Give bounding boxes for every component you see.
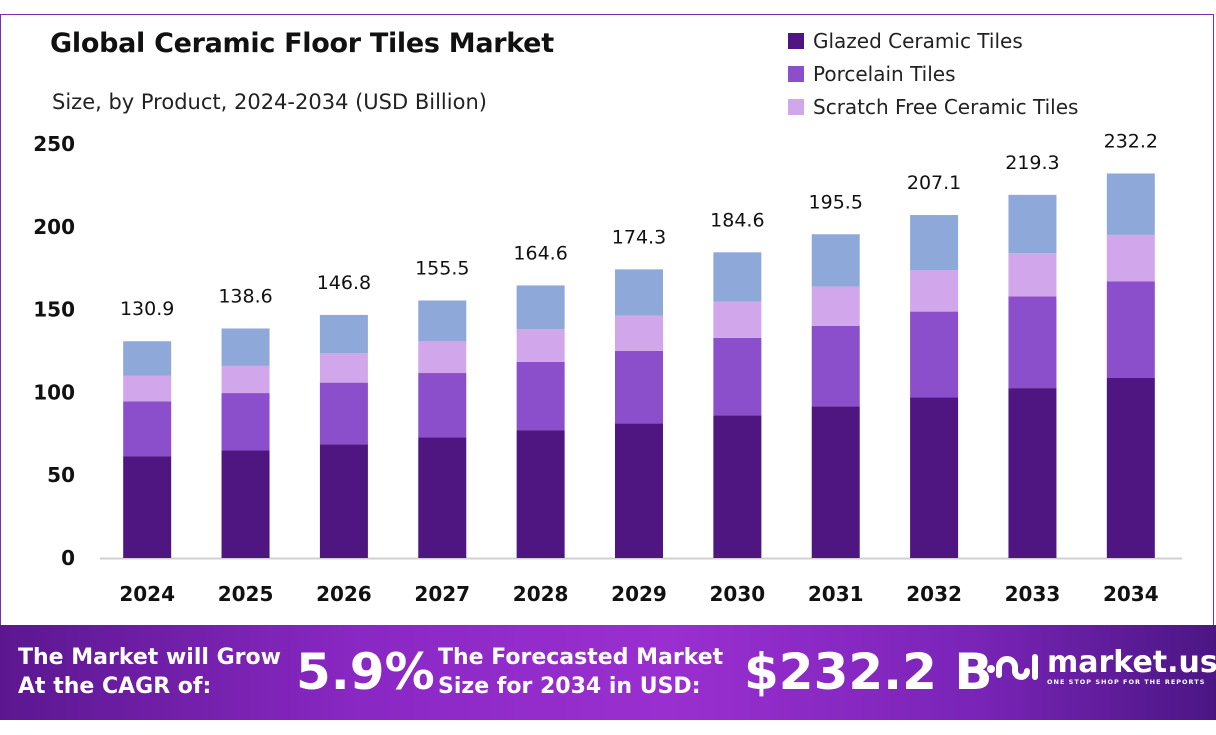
x-tick-label: 2030	[710, 582, 766, 606]
bar-segment-2026-0	[319, 444, 368, 558]
x-tick-label: 2025	[218, 582, 274, 606]
bar-segment-2033-1	[1008, 296, 1057, 389]
bar-segment-2025-2	[221, 365, 270, 394]
data-label-total: 184.6	[710, 209, 764, 231]
summary-banner: The Market will Grow At the CAGR of: 5.9…	[0, 625, 1216, 720]
bar-segment-2031-3	[811, 234, 860, 287]
x-tick-label: 2033	[1005, 582, 1061, 606]
bar-segment-2027-2	[418, 341, 467, 374]
x-tick-label: 2026	[316, 582, 372, 606]
bar-segment-2030-2	[713, 301, 762, 338]
legend-swatch	[788, 65, 804, 82]
bar-segment-2034-1	[1106, 281, 1155, 378]
cagr-value: 5.9%	[296, 643, 435, 701]
data-label-total: 207.1	[907, 172, 961, 194]
bar-segment-2028-2	[516, 329, 565, 362]
bar-segment-2031-1	[811, 325, 860, 407]
bar-segment-2032-0	[910, 397, 959, 558]
data-label-total: 138.6	[218, 285, 272, 307]
legend-item-porcelain: Porcelain Tiles	[788, 57, 1078, 90]
x-tick-label: 2034	[1103, 582, 1159, 606]
bar-segment-2029-0	[615, 423, 663, 558]
forecast-label-line2: Size for 2034 in USD:	[438, 674, 701, 699]
y-tick-label: 200	[33, 215, 75, 239]
bar-segment-2026-2	[319, 353, 368, 383]
bar-segment-2029-1	[615, 350, 663, 424]
y-tick-label: 250	[33, 132, 75, 156]
x-tick-label: 2031	[808, 582, 864, 606]
y-tick-label: 50	[47, 463, 75, 487]
logo-tagline: ONE STOP SHOP FOR THE REPORTS	[1047, 678, 1206, 686]
bar-segment-2030-1	[713, 337, 762, 416]
legend-label: Scratch Free Ceramic Tiles	[813, 94, 1079, 119]
data-label-total: 219.3	[1005, 152, 1059, 174]
bar-segment-2029-3	[615, 269, 663, 316]
bar-segment-2026-1	[319, 382, 368, 445]
y-tick-label: 150	[33, 298, 75, 322]
y-tick-label: 0	[61, 546, 75, 570]
market-us-logo: market.us ONE STOP SHOP FOR THE REPORTS	[985, 645, 1216, 689]
forecast-value: $232.2 B	[744, 643, 993, 701]
logo-name: market.us	[1047, 645, 1216, 680]
bar-segment-2030-3	[713, 252, 762, 302]
bar-segment-2024-2	[123, 375, 172, 402]
cagr-label-line1: The Market will Grow	[18, 645, 281, 670]
legend-swatch	[788, 32, 804, 49]
legend: Glazed Ceramic Tiles Porcelain Tiles Scr…	[788, 24, 1078, 123]
logo-mark-icon	[987, 654, 1038, 680]
bar-segment-2026-3	[319, 314, 368, 354]
cagr-label-line2: At the CAGR of:	[18, 674, 212, 699]
bar-segment-2032-2	[910, 270, 959, 312]
data-label-total: 174.3	[612, 226, 666, 248]
bar-segment-2027-3	[418, 300, 467, 342]
legend-swatch	[788, 98, 804, 115]
bar-segment-2024-3	[123, 341, 172, 376]
x-tick-label: 2029	[611, 582, 667, 606]
x-tick-label: 2028	[513, 582, 569, 606]
bar-segment-2028-1	[516, 361, 565, 431]
x-tick-label: 2024	[119, 582, 175, 606]
bar-segment-2033-3	[1008, 194, 1057, 254]
bar-segment-2025-3	[221, 328, 270, 366]
x-tick-label: 2032	[906, 582, 962, 606]
legend-label: Glazed Ceramic Tiles	[813, 28, 1023, 53]
legend-item-scratch-free: Scratch Free Ceramic Tiles	[788, 90, 1078, 123]
bar-segment-2029-2	[615, 315, 663, 351]
bar-segment-2024-0	[123, 456, 172, 558]
y-tick-label: 100	[33, 380, 75, 404]
forecast-label-line1: The Forecasted Market	[438, 645, 724, 670]
bar-segment-2024-1	[123, 401, 172, 457]
bar-segment-2033-0	[1008, 388, 1057, 558]
bar-segment-2027-1	[418, 373, 467, 438]
data-label-total: 146.8	[317, 272, 371, 294]
data-label-total: 164.6	[513, 242, 567, 264]
data-label-total: 195.5	[809, 191, 863, 213]
data-label-total: 155.5	[415, 257, 469, 279]
forecast-label: The Forecasted Market Size for 2034 in U…	[438, 643, 723, 701]
bar-segment-2030-0	[713, 415, 762, 558]
x-tick-label: 2027	[414, 582, 470, 606]
bar-segment-2025-1	[221, 393, 270, 451]
bar-segment-2031-2	[811, 286, 860, 326]
data-label-total: 232.2	[1104, 130, 1158, 152]
bar-segment-2034-3	[1106, 173, 1155, 235]
bar-segment-2027-0	[418, 437, 467, 558]
bar-chart: 0 50 100 150 200 250 130.9 2024 138.6 2025 146.8 20…	[33, 130, 1182, 606]
bar-segment-2034-2	[1106, 234, 1155, 282]
legend-item-glazed: Glazed Ceramic Tiles	[788, 24, 1078, 57]
bar-segment-2025-0	[221, 450, 270, 558]
data-label-total: 130.9	[120, 298, 174, 320]
bar-segment-2033-2	[1008, 253, 1057, 297]
bar-segment-2032-1	[910, 311, 959, 398]
bar-segment-2032-3	[910, 215, 959, 271]
bar-segment-2028-0	[516, 430, 565, 558]
bar-segment-2034-0	[1106, 377, 1155, 558]
bar-segment-2031-0	[811, 406, 860, 558]
cagr-label: The Market will Grow At the CAGR of:	[18, 643, 281, 701]
chart-title: Global Ceramic Floor Tiles Market	[50, 28, 554, 59]
legend-label: Porcelain Tiles	[813, 61, 956, 86]
bar-segment-2028-3	[516, 285, 565, 330]
chart-subtitle: Size, by Product, 2024-2034 (USD Billion…	[52, 90, 487, 114]
